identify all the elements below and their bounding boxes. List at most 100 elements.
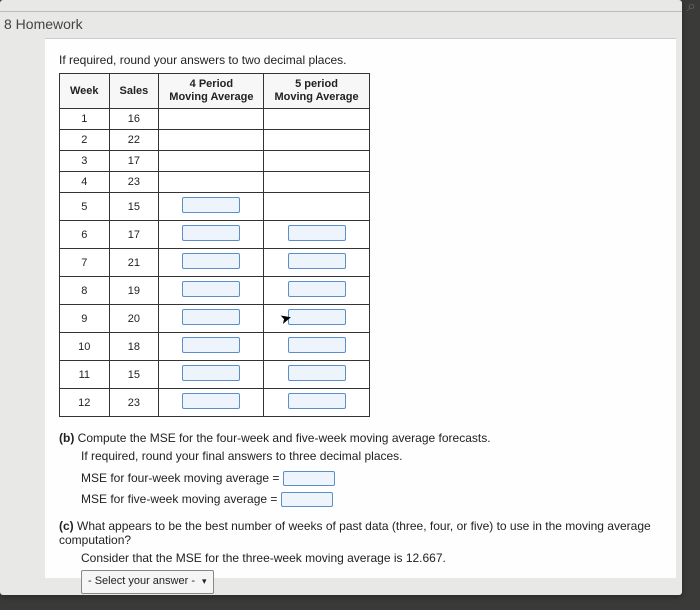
cell-week: 1 — [60, 109, 110, 130]
ma5-input[interactable] — [288, 253, 346, 269]
cell-sales: 23 — [109, 172, 159, 193]
homework-header: 8 Homework — [0, 12, 682, 38]
cell-week: 11 — [60, 361, 110, 389]
cell-ma4 — [159, 389, 264, 417]
cell-ma4 — [159, 172, 264, 193]
ma4-input[interactable] — [182, 365, 240, 381]
rounding-instruction: If required, round your answers to two d… — [59, 53, 662, 67]
mse5-input[interactable] — [281, 492, 333, 507]
cell-week: 2 — [60, 130, 110, 151]
ma5-input[interactable] — [288, 309, 346, 325]
table-row: 721 — [60, 249, 370, 277]
col-ma4: 4 Period Moving Average — [159, 74, 264, 109]
answer-select-label: - Select your answer - — [88, 575, 195, 587]
cell-week: 7 — [60, 249, 110, 277]
mse5-label: MSE for five-week moving average = — [81, 492, 277, 506]
cell-sales: 20 — [109, 305, 159, 333]
table-row: 819 — [60, 277, 370, 305]
part-c: (c) What appears to be the best number o… — [59, 519, 662, 594]
cell-ma5 — [264, 109, 369, 130]
cell-week: 6 — [60, 221, 110, 249]
ma5-input[interactable] — [288, 281, 346, 297]
col-ma5-l2: Moving Average — [274, 91, 358, 103]
part-c-text1: What appears to be the best number of we… — [59, 519, 651, 547]
table-row: 617 — [60, 221, 370, 249]
cell-ma5 — [264, 193, 369, 221]
cell-ma5 — [264, 151, 369, 172]
cell-ma5 — [264, 130, 369, 151]
part-c-label: (c) — [59, 519, 74, 533]
ma4-input[interactable] — [182, 197, 240, 213]
table-row: 222 — [60, 130, 370, 151]
ma4-input[interactable] — [182, 225, 240, 241]
table-row: 515 — [60, 193, 370, 221]
ma5-input[interactable] — [288, 225, 346, 241]
cell-sales: 19 — [109, 277, 159, 305]
cell-ma5 — [264, 333, 369, 361]
cell-ma4 — [159, 361, 264, 389]
cell-sales: 17 — [109, 221, 159, 249]
part-c-text2: Consider that the MSE for the three-week… — [81, 549, 662, 568]
cell-ma4 — [159, 193, 264, 221]
cell-week: 5 — [60, 193, 110, 221]
cell-ma4 — [159, 109, 264, 130]
cell-ma5 — [264, 389, 369, 417]
cell-sales: 15 — [109, 361, 159, 389]
cell-ma5 — [264, 277, 369, 305]
cell-sales: 21 — [109, 249, 159, 277]
cell-ma5 — [264, 172, 369, 193]
cell-ma4 — [159, 249, 264, 277]
cell-week: 8 — [60, 277, 110, 305]
cell-sales: 17 — [109, 151, 159, 172]
cell-ma4 — [159, 130, 264, 151]
table-row: 1115 — [60, 361, 370, 389]
cell-week: 10 — [60, 333, 110, 361]
ma4-input[interactable] — [182, 337, 240, 353]
ma4-input[interactable] — [182, 309, 240, 325]
moving-average-table: Week Sales 4 Period Moving Average 5 per… — [59, 73, 370, 417]
chevron-down-icon: ▾ — [202, 576, 207, 586]
col-ma4-l2: Moving Average — [169, 91, 253, 103]
part-b-label: (b) — [59, 431, 74, 445]
cell-ma5 — [264, 221, 369, 249]
cell-sales: 23 — [109, 389, 159, 417]
ma4-input[interactable] — [182, 393, 240, 409]
col-week: Week — [60, 74, 110, 109]
col-ma5-l1: 5 period — [295, 78, 338, 90]
cell-sales: 18 — [109, 333, 159, 361]
ma5-input[interactable] — [288, 337, 346, 353]
col-ma4-l1: 4 Period — [190, 78, 233, 90]
tab-strip — [0, 0, 682, 12]
cell-sales: 16 — [109, 109, 159, 130]
mse4-input[interactable] — [283, 471, 335, 486]
cell-ma4 — [159, 221, 264, 249]
ma4-input[interactable] — [182, 281, 240, 297]
cell-ma4 — [159, 277, 264, 305]
col-sales: Sales — [109, 74, 159, 109]
cell-sales: 22 — [109, 130, 159, 151]
table-row: 920 — [60, 305, 370, 333]
ma5-input[interactable] — [288, 393, 346, 409]
part-b-text1: Compute the MSE for the four-week and fi… — [78, 431, 491, 445]
table-row: 1018 — [60, 333, 370, 361]
table-row: 1223 — [60, 389, 370, 417]
cell-week: 9 — [60, 305, 110, 333]
ma4-input[interactable] — [182, 253, 240, 269]
part-b: (b) Compute the MSE for the four-week an… — [59, 431, 662, 509]
cell-ma4 — [159, 305, 264, 333]
search-icon[interactable]: ⌕ — [687, 0, 696, 16]
cell-sales: 15 — [109, 193, 159, 221]
mse4-label: MSE for four-week moving average = — [81, 471, 279, 485]
question-content: If required, round your answers to two d… — [45, 38, 676, 578]
col-ma5: 5 period Moving Average — [264, 74, 369, 109]
table-row: 423 — [60, 172, 370, 193]
table-row: 317 — [60, 151, 370, 172]
cell-week: 3 — [60, 151, 110, 172]
cell-ma4 — [159, 333, 264, 361]
cell-ma5 — [264, 249, 369, 277]
ma5-input[interactable] — [288, 365, 346, 381]
part-b-text2: If required, round your final answers to… — [81, 447, 662, 466]
table-row: 116 — [60, 109, 370, 130]
answer-select[interactable]: - Select your answer - ▾ — [81, 570, 214, 594]
cell-ma5 — [264, 361, 369, 389]
